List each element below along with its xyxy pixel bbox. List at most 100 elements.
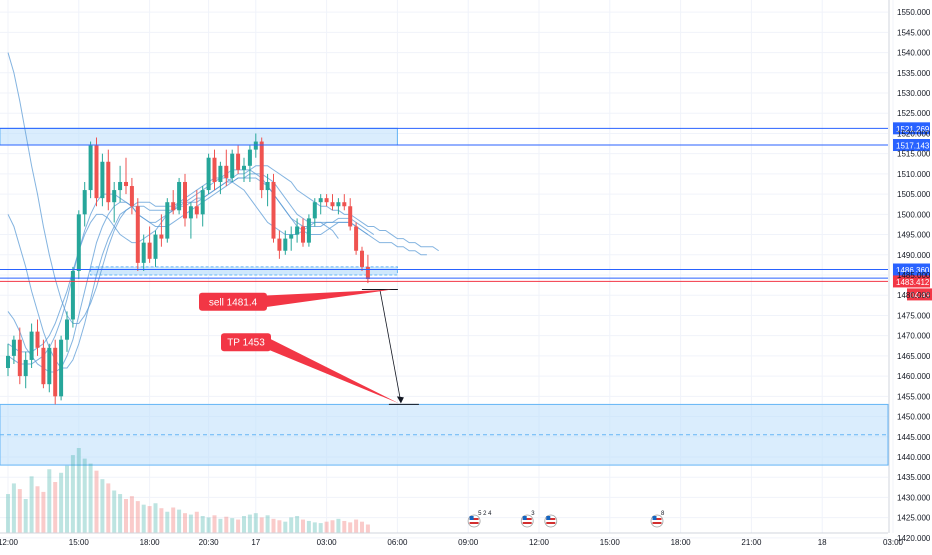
candle — [200, 186, 205, 227]
candle-body — [124, 181, 128, 187]
y-tick-label: 1495.000 — [897, 231, 931, 240]
candle — [318, 194, 323, 215]
volume-bar — [324, 521, 329, 533]
candle-body — [165, 202, 170, 239]
price-label-text: 1486.360 — [896, 266, 930, 275]
candle — [183, 173, 187, 227]
candle-body — [76, 214, 81, 271]
volume-bar — [35, 486, 40, 533]
candle-body — [94, 145, 99, 199]
y-tick-label: 1505.000 — [897, 190, 931, 199]
price-axis[interactable]: 1521.2691517.1431486.3601484.2391483.412… — [888, 0, 932, 543]
x-tick-label: 18:00 — [140, 538, 161, 547]
candle-body — [265, 181, 270, 191]
volume-bar — [236, 519, 241, 533]
candle-body — [330, 202, 335, 207]
x-tick-label: 20:30 — [199, 538, 220, 547]
candle — [29, 323, 34, 369]
volume-bar — [218, 518, 223, 533]
candle — [194, 190, 199, 219]
x-tick-label: 17 — [251, 538, 260, 547]
volume-bar — [289, 517, 294, 533]
price-label: 1517.143 — [893, 139, 930, 152]
volume-bar — [53, 482, 58, 533]
candle-body — [277, 238, 282, 251]
volume-bar — [124, 499, 128, 533]
us-flag-icon[interactable]: 8 — [650, 511, 665, 528]
volume-bar — [159, 508, 164, 533]
candle-body — [135, 206, 140, 263]
volume-bar — [118, 494, 123, 533]
event-badges[interactable]: 5 2 4 3 8 — [467, 511, 665, 528]
candle-body — [212, 157, 217, 182]
candles — [6, 133, 370, 405]
price-label-text: 1521.269 — [896, 125, 930, 134]
us-flag-icon[interactable]: 3 — [520, 511, 535, 528]
candle-body — [153, 234, 158, 259]
volume-bar — [348, 522, 353, 533]
support-band — [90, 266, 398, 276]
volume-bar — [183, 513, 187, 533]
us-flag-icon[interactable]: 5 2 4 — [467, 511, 492, 528]
x-tick-label: 06:00 — [387, 538, 408, 547]
countdown-text: 04:49 — [910, 291, 931, 300]
candle-body — [253, 141, 258, 150]
us-flag-icon[interactable] — [544, 514, 558, 528]
candle — [17, 327, 22, 385]
candle — [82, 181, 87, 227]
candle — [100, 153, 105, 207]
candle — [94, 137, 99, 207]
time-axis[interactable]: 12:00 15:00 18:00 20:30 17 03:00 06:00 09:00 12:… — [0, 532, 932, 547]
candle-body — [35, 331, 40, 348]
candle — [336, 198, 341, 215]
volume-bar — [76, 448, 81, 533]
candle — [23, 351, 28, 389]
candle — [242, 157, 246, 182]
event-count: 5 2 4 — [478, 511, 492, 517]
y-tick-label: 1435.000 — [897, 473, 931, 482]
candle — [6, 343, 10, 377]
candle-body — [118, 181, 123, 191]
candle — [330, 194, 335, 211]
y-tick-label: 1440.000 — [897, 453, 931, 462]
x-tick-label: 03:00 — [883, 538, 904, 547]
volume-bar — [17, 489, 22, 533]
volume-bar — [365, 524, 370, 533]
candle-body — [236, 153, 241, 170]
candle-body — [70, 270, 75, 320]
candle — [277, 230, 282, 259]
price-label-bg — [893, 122, 930, 135]
volume-bar — [247, 514, 252, 533]
candle-body — [348, 206, 353, 227]
candle-body — [365, 266, 370, 280]
event-count: 3 — [531, 511, 535, 517]
volume-bar — [360, 521, 364, 533]
volume-bar — [165, 511, 170, 533]
flag-stripe — [546, 518, 556, 520]
candle-body — [194, 206, 199, 215]
x-tick-label: 15:00 — [69, 538, 90, 547]
candle-body — [259, 141, 264, 191]
price-label: 1521.269 — [893, 122, 930, 135]
tp-callout-box — [221, 333, 271, 352]
y-tick-label: 1485.000 — [897, 271, 931, 280]
candle — [283, 230, 288, 255]
volume-bar — [59, 472, 64, 533]
volume-bar — [301, 519, 305, 533]
price-label-bg — [893, 275, 930, 288]
candle — [253, 133, 258, 158]
volume-bar — [206, 517, 211, 533]
candle — [177, 177, 182, 215]
candle — [70, 266, 75, 328]
volume-bar — [41, 491, 46, 533]
candle-body — [171, 202, 176, 211]
candle — [141, 234, 146, 271]
candle — [59, 335, 64, 401]
y-tick-label: 1490.000 — [897, 251, 931, 260]
horizontal-lines — [0, 127, 888, 282]
candle-body — [159, 234, 164, 239]
candle-body — [82, 190, 87, 215]
y-tick-label: 1420.000 — [897, 534, 931, 543]
